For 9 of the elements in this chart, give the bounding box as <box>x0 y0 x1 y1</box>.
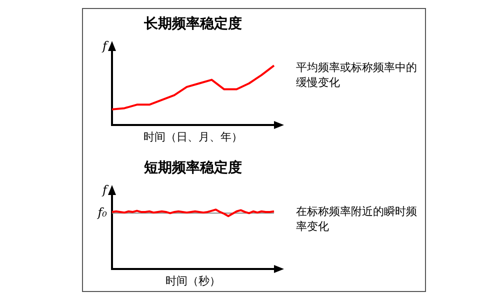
chart-title: 短期频率稳定度 <box>143 159 242 176</box>
chart-title: 长期频率稳定度 <box>143 15 242 32</box>
text: 在标称频率附近的瞬时频率变化 <box>296 204 418 234</box>
y-axis-title: f <box>102 38 110 53</box>
ref-line-label: f₀ <box>96 205 108 220</box>
x-axis-title: 时间（日、月、年） <box>144 130 242 144</box>
y-axis-title: f <box>102 182 110 197</box>
text: 平均频率或标称频率中的缓慢变化 <box>296 60 418 90</box>
x-axis-title: 时间（秒） <box>166 274 220 288</box>
